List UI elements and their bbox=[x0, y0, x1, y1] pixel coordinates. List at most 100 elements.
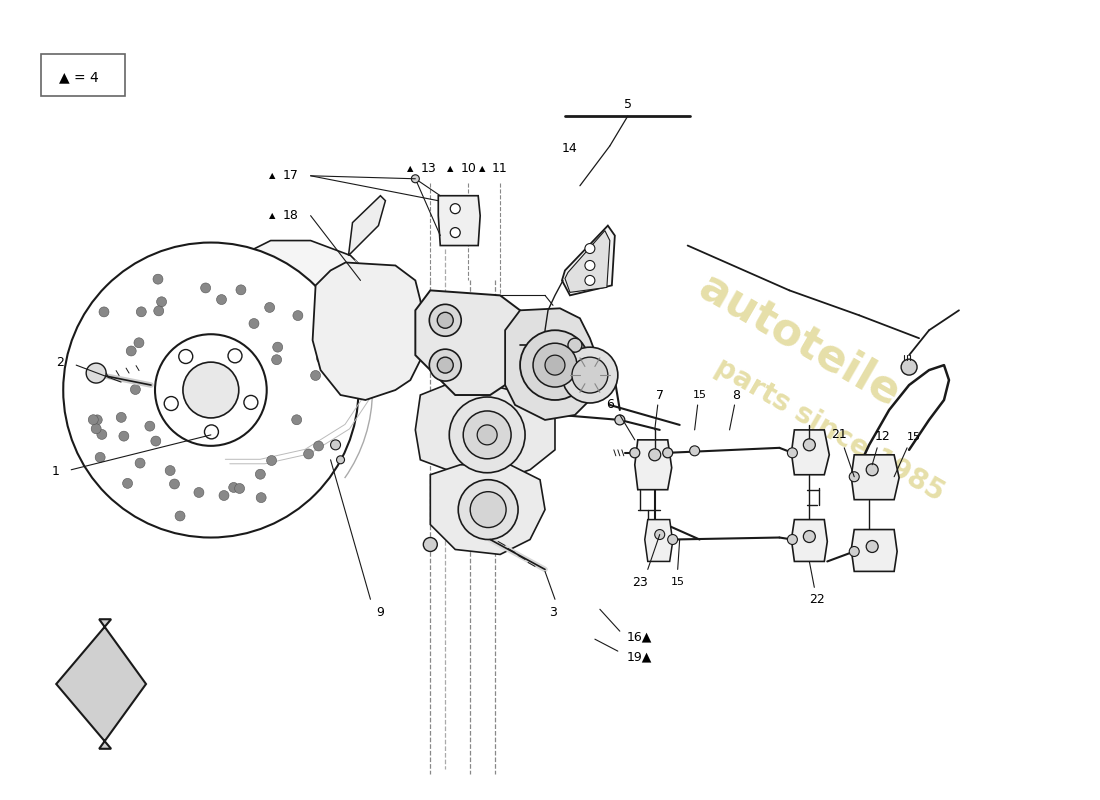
Circle shape bbox=[429, 349, 461, 381]
Circle shape bbox=[272, 354, 282, 365]
Circle shape bbox=[314, 441, 323, 451]
Circle shape bbox=[86, 363, 106, 383]
Polygon shape bbox=[505, 308, 600, 420]
Circle shape bbox=[849, 546, 859, 557]
Polygon shape bbox=[791, 519, 827, 562]
Circle shape bbox=[91, 424, 101, 434]
Circle shape bbox=[154, 306, 164, 316]
Circle shape bbox=[585, 243, 595, 254]
Text: 18: 18 bbox=[283, 209, 298, 222]
Circle shape bbox=[449, 397, 525, 473]
Circle shape bbox=[585, 275, 595, 286]
Circle shape bbox=[459, 480, 518, 539]
Circle shape bbox=[63, 242, 359, 538]
Text: 7: 7 bbox=[656, 389, 663, 402]
Circle shape bbox=[151, 436, 161, 446]
Circle shape bbox=[654, 530, 664, 539]
Circle shape bbox=[255, 470, 265, 479]
Circle shape bbox=[901, 359, 917, 375]
Text: 5: 5 bbox=[624, 98, 631, 110]
Circle shape bbox=[249, 318, 258, 329]
Polygon shape bbox=[851, 530, 898, 571]
Text: 16▲: 16▲ bbox=[627, 630, 652, 644]
Circle shape bbox=[179, 350, 192, 363]
Text: ▲: ▲ bbox=[270, 171, 276, 180]
Circle shape bbox=[424, 538, 438, 551]
Circle shape bbox=[803, 530, 815, 542]
Circle shape bbox=[183, 362, 239, 418]
Circle shape bbox=[572, 357, 608, 393]
Polygon shape bbox=[416, 385, 556, 480]
Polygon shape bbox=[56, 619, 146, 749]
Circle shape bbox=[194, 487, 204, 498]
Circle shape bbox=[91, 367, 101, 378]
Circle shape bbox=[304, 449, 313, 459]
Text: parts since 1985: parts since 1985 bbox=[710, 353, 949, 507]
Circle shape bbox=[463, 411, 512, 458]
Circle shape bbox=[156, 297, 166, 306]
Polygon shape bbox=[635, 440, 672, 490]
Polygon shape bbox=[430, 465, 544, 554]
Text: 15: 15 bbox=[671, 578, 684, 587]
Circle shape bbox=[217, 294, 227, 305]
Circle shape bbox=[630, 448, 640, 458]
Text: 22: 22 bbox=[810, 593, 825, 606]
Circle shape bbox=[520, 330, 590, 400]
Circle shape bbox=[849, 472, 859, 482]
Circle shape bbox=[450, 228, 460, 238]
Polygon shape bbox=[645, 519, 673, 562]
Text: 10: 10 bbox=[460, 162, 476, 175]
Polygon shape bbox=[349, 196, 385, 255]
FancyBboxPatch shape bbox=[42, 54, 125, 96]
Text: ▲: ▲ bbox=[270, 211, 276, 220]
Circle shape bbox=[562, 347, 618, 403]
Circle shape bbox=[200, 283, 210, 293]
Circle shape bbox=[615, 415, 625, 425]
Polygon shape bbox=[565, 230, 609, 292]
Circle shape bbox=[293, 310, 303, 321]
Circle shape bbox=[265, 302, 275, 313]
Circle shape bbox=[568, 338, 582, 352]
Circle shape bbox=[88, 414, 98, 425]
Circle shape bbox=[788, 448, 798, 458]
Circle shape bbox=[99, 307, 109, 317]
Circle shape bbox=[334, 356, 344, 366]
Circle shape bbox=[119, 431, 129, 441]
Circle shape bbox=[256, 493, 266, 502]
Circle shape bbox=[136, 307, 146, 317]
Polygon shape bbox=[438, 196, 481, 246]
Circle shape bbox=[866, 464, 878, 476]
Circle shape bbox=[477, 425, 497, 445]
Circle shape bbox=[219, 490, 229, 501]
Polygon shape bbox=[851, 455, 899, 500]
Circle shape bbox=[438, 312, 453, 328]
Text: 12: 12 bbox=[874, 430, 890, 443]
Circle shape bbox=[131, 385, 141, 394]
Polygon shape bbox=[791, 430, 829, 474]
Text: autoteile: autoteile bbox=[691, 266, 907, 415]
Text: 15: 15 bbox=[908, 432, 921, 442]
Circle shape bbox=[470, 492, 506, 527]
Circle shape bbox=[310, 370, 320, 381]
Circle shape bbox=[165, 466, 175, 475]
Circle shape bbox=[96, 452, 106, 462]
Text: ▲: ▲ bbox=[447, 164, 453, 174]
Polygon shape bbox=[562, 226, 615, 295]
Circle shape bbox=[273, 342, 283, 352]
Circle shape bbox=[649, 449, 661, 461]
Circle shape bbox=[234, 483, 244, 494]
Text: 17: 17 bbox=[283, 170, 298, 182]
Text: 15: 15 bbox=[693, 390, 706, 400]
Circle shape bbox=[145, 421, 155, 431]
Circle shape bbox=[169, 479, 179, 489]
Circle shape bbox=[134, 338, 144, 348]
Text: 6: 6 bbox=[606, 398, 614, 411]
Polygon shape bbox=[166, 241, 381, 455]
Text: ▲: ▲ bbox=[407, 164, 414, 174]
Text: 11: 11 bbox=[492, 162, 508, 175]
Circle shape bbox=[292, 414, 301, 425]
Circle shape bbox=[317, 354, 327, 363]
Text: 19▲: 19▲ bbox=[627, 650, 652, 664]
Circle shape bbox=[153, 274, 163, 284]
Circle shape bbox=[331, 440, 341, 450]
